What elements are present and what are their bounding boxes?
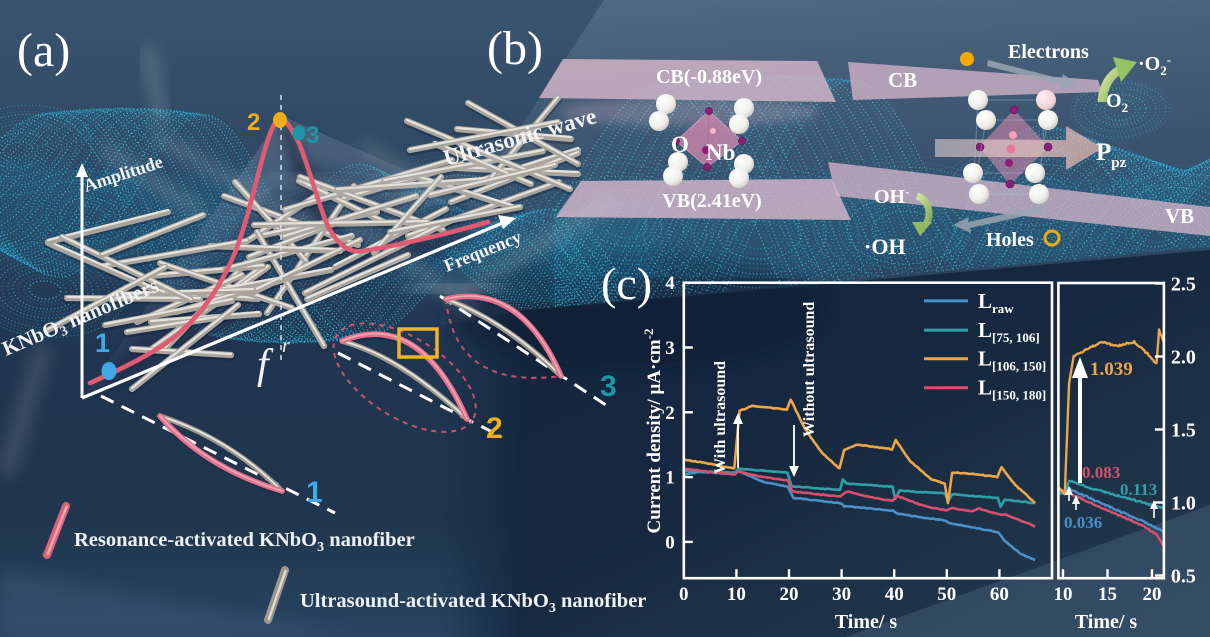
svg-text:20: 20 [780, 584, 799, 605]
svg-text:Time/ s: Time/ s [835, 611, 898, 633]
svg-text:(c): (c) [601, 258, 652, 309]
svg-text:Without ultrasound: Without ultrasound [801, 302, 818, 437]
svg-text:CB(-0.88eV): CB(-0.88eV) [656, 66, 762, 88]
svg-text:·O2-: ·O2- [1138, 52, 1171, 78]
svg-text:VB: VB [1165, 204, 1194, 228]
svg-text:10: 10 [1054, 584, 1073, 605]
svg-text:With ultrasound: With ultrasound [712, 361, 729, 474]
svg-text:1: 1 [665, 468, 675, 489]
svg-text:2.5: 2.5 [1171, 274, 1196, 296]
svg-text:Resonance-activated KNbO3 nano: Resonance-activated KNbO3 nanofiber [74, 529, 415, 555]
svg-text:0.113: 0.113 [1120, 480, 1157, 499]
svg-text:(b): (b) [487, 22, 543, 75]
svg-text:Holes: Holes [986, 229, 1034, 251]
svg-text:Electrons: Electrons [1008, 41, 1089, 63]
svg-text:2: 2 [247, 109, 260, 136]
svg-text:Current density/ μA·cm-2: Current density/ μA·cm-2 [641, 329, 665, 534]
svg-text:CB: CB [888, 68, 917, 92]
svg-text:20: 20 [1143, 584, 1162, 605]
svg-text:15: 15 [1098, 584, 1117, 605]
svg-text:0.036: 0.036 [1064, 513, 1102, 532]
svg-text:VB(2.41eV): VB(2.41eV) [662, 190, 761, 212]
svg-text:O: O [671, 132, 689, 157]
svg-text:2: 2 [665, 403, 675, 424]
svg-text:Nb: Nb [706, 140, 735, 165]
svg-text:0.5: 0.5 [1171, 566, 1196, 588]
svg-text:0: 0 [679, 584, 689, 605]
svg-text:30: 30 [832, 584, 851, 605]
svg-text:OH-: OH- [874, 184, 909, 208]
svg-text:0.083: 0.083 [1082, 463, 1120, 482]
svg-text:10: 10 [727, 584, 746, 605]
svg-text:60: 60 [990, 584, 1009, 605]
svg-text:3: 3 [665, 338, 675, 359]
svg-text:(a): (a) [17, 24, 70, 77]
svg-text:2.0: 2.0 [1171, 347, 1196, 369]
svg-text:1: 1 [306, 476, 323, 509]
svg-text:4: 4 [665, 273, 675, 294]
svg-text:2: 2 [486, 412, 503, 445]
svg-text:Ultrasound-activated KNbO3 nan: Ultrasound-activated KNbO3 nanofiber [300, 590, 646, 616]
svg-text:1: 1 [95, 328, 110, 358]
svg-text:Time/ s: Time/ s [1075, 611, 1138, 633]
svg-text:r: r [282, 335, 290, 357]
svg-text:1.5: 1.5 [1171, 420, 1196, 442]
svg-text:0: 0 [665, 532, 675, 553]
svg-text:40: 40 [885, 584, 904, 605]
svg-text:·OH: ·OH [864, 234, 906, 259]
svg-text:50: 50 [937, 584, 956, 605]
svg-text:1.039: 1.039 [1090, 359, 1133, 380]
svg-text:3: 3 [600, 370, 617, 403]
svg-text:1.0: 1.0 [1171, 493, 1196, 515]
svg-text:3: 3 [306, 122, 319, 149]
